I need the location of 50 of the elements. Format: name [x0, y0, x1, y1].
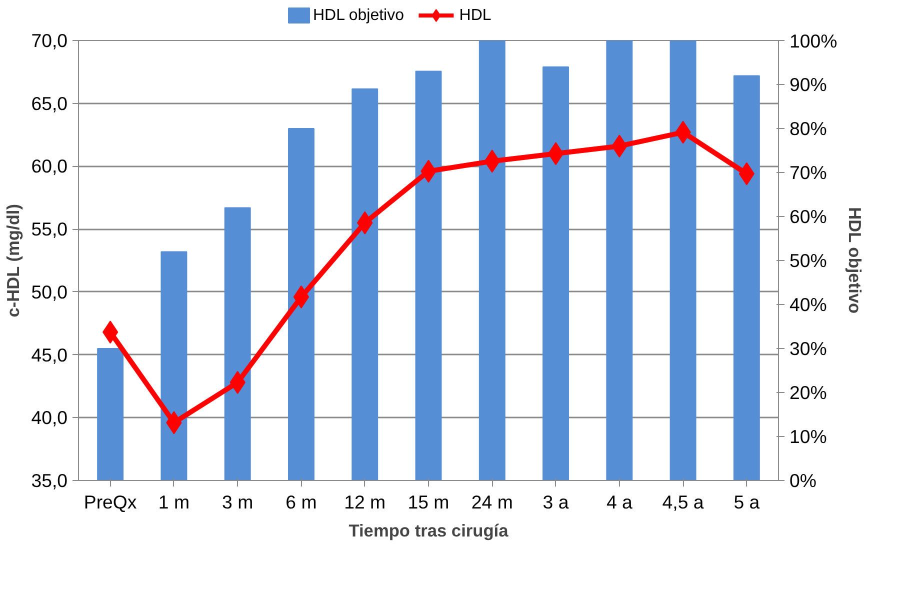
y2-axis-title: HDL objetivo: [845, 207, 866, 314]
x-axis-title: Tiempo tras cirugía: [348, 520, 509, 540]
x-tick-label: PreQx: [84, 492, 138, 512]
y2-tick-label: 60%: [790, 206, 827, 227]
bar: [670, 40, 696, 480]
x-tick-label: 6 m: [286, 492, 317, 512]
y2-tick-label: 40%: [790, 294, 827, 315]
point: [548, 142, 564, 166]
y2-tick-label: 100%: [790, 30, 838, 52]
y-tick-label: 70,0: [31, 30, 68, 51]
bar: [542, 66, 569, 480]
y-tick-label: 65,0: [31, 92, 68, 114]
bar: [224, 207, 251, 480]
y-tick-label: 55,0: [31, 218, 68, 240]
bar: [352, 88, 378, 480]
bar: [415, 70, 442, 480]
y-axis-title: c-HDL (mg/dl): [3, 204, 24, 318]
bar: [733, 75, 760, 480]
y2-tick-label: 80%: [790, 118, 827, 139]
bar: [288, 128, 314, 480]
x-tick-label: 1 m: [158, 492, 190, 512]
x-tick-label: 4 a: [606, 492, 633, 512]
x-tick-label: 24 m: [471, 492, 513, 512]
legend-label: HDL: [459, 7, 492, 24]
y-tick-label: 45,0: [31, 344, 68, 366]
y2-tick-label: 20%: [790, 382, 827, 403]
y-tick-label: 35,0: [31, 470, 68, 491]
legend-label: HDL objetivo: [313, 7, 404, 24]
x-tick-label: 12 m: [344, 492, 386, 512]
x-tick-label: 15 m: [408, 492, 450, 512]
y-tick-label: 50,0: [31, 281, 68, 302]
x-tick-label: 4,5 a: [662, 492, 704, 512]
point: [102, 320, 118, 344]
y2-tick-label: 0%: [790, 470, 816, 491]
bar: [97, 348, 124, 480]
x-tick-label: 3 a: [542, 492, 570, 512]
y2-tick-label: 30%: [790, 338, 827, 359]
point: [738, 162, 755, 186]
bar: [160, 251, 188, 480]
y2-tick-label: 70%: [790, 162, 827, 183]
point: [293, 285, 310, 308]
x-tick-label: 3 m: [222, 492, 254, 512]
y2-tick-label: 90%: [790, 74, 827, 95]
bar: [606, 40, 633, 480]
bar: [478, 40, 506, 480]
y-tick-label: 60,0: [31, 156, 68, 177]
y2-tick-label: 50%: [790, 250, 827, 271]
y2-tick-label: 10%: [790, 426, 827, 447]
x-tick-label: 5 a: [734, 492, 760, 512]
y-tick-label: 40,0: [31, 407, 68, 428]
